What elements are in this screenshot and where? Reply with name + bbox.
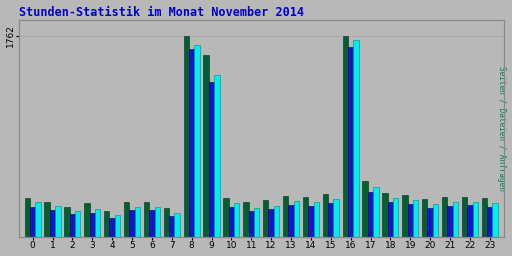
Bar	[75, 211, 80, 237]
Bar	[368, 192, 373, 237]
Bar	[268, 209, 274, 237]
Bar	[130, 210, 135, 237]
Bar	[408, 204, 413, 237]
Bar	[203, 55, 209, 237]
Bar	[413, 200, 418, 237]
Bar	[248, 211, 254, 237]
Bar	[254, 208, 259, 237]
Bar	[482, 198, 487, 237]
Bar	[90, 213, 95, 237]
Bar	[422, 199, 428, 237]
Bar	[453, 202, 458, 237]
Bar	[234, 204, 240, 237]
Bar	[124, 202, 130, 237]
Bar	[214, 75, 220, 237]
Bar	[263, 200, 268, 237]
Bar	[323, 194, 328, 237]
Bar	[362, 182, 368, 237]
Bar	[30, 207, 35, 237]
Bar	[164, 208, 169, 237]
Bar	[402, 195, 408, 237]
Bar	[373, 187, 378, 237]
Bar	[144, 202, 149, 237]
Bar	[388, 202, 393, 237]
Bar	[382, 193, 388, 237]
Bar	[149, 210, 155, 237]
Bar	[25, 198, 30, 237]
Bar	[84, 204, 90, 237]
Bar	[294, 201, 299, 237]
Bar	[65, 207, 70, 237]
Bar	[209, 82, 214, 237]
Bar	[283, 196, 288, 237]
Bar	[313, 202, 319, 237]
Bar	[169, 216, 175, 237]
Bar	[55, 206, 60, 237]
Bar	[45, 202, 50, 237]
Bar	[95, 209, 100, 237]
Bar	[393, 198, 398, 237]
Bar	[308, 206, 313, 237]
Bar	[343, 36, 348, 237]
Bar	[303, 197, 308, 237]
Y-axis label: Seiten / Dateien / Anfragen: Seiten / Dateien / Anfragen	[498, 66, 506, 191]
Bar	[462, 197, 467, 237]
Bar	[223, 198, 229, 237]
Bar	[467, 205, 473, 237]
Bar	[50, 210, 55, 237]
Bar	[274, 206, 279, 237]
Bar	[493, 204, 498, 237]
Bar	[115, 215, 120, 237]
Bar	[70, 214, 75, 237]
Bar	[155, 207, 160, 237]
Bar	[487, 207, 493, 237]
Bar	[428, 208, 433, 237]
Bar	[353, 40, 359, 237]
Bar	[189, 49, 195, 237]
Bar	[442, 197, 447, 237]
Text: Stunden-Statistik im Monat November 2014: Stunden-Statistik im Monat November 2014	[19, 6, 304, 18]
Bar	[195, 45, 200, 237]
Bar	[328, 203, 333, 237]
Bar	[135, 207, 140, 237]
Bar	[175, 213, 180, 237]
Bar	[348, 47, 353, 237]
Bar	[288, 205, 294, 237]
Bar	[243, 202, 248, 237]
Bar	[447, 206, 453, 237]
Bar	[433, 204, 438, 237]
Bar	[184, 36, 189, 237]
Bar	[104, 211, 110, 237]
Bar	[333, 199, 339, 237]
Bar	[35, 202, 40, 237]
Bar	[473, 202, 478, 237]
Bar	[110, 218, 115, 237]
Bar	[229, 207, 234, 237]
